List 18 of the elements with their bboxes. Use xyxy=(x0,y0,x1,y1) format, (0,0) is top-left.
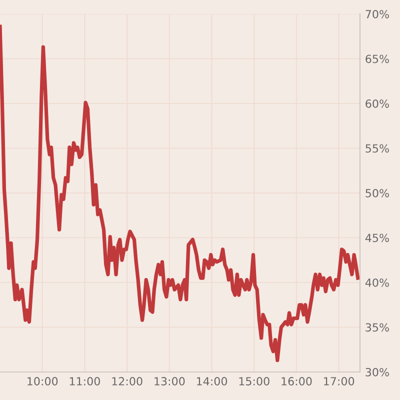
y-tick-label: 70% xyxy=(366,10,389,18)
x-tick-label: 13:00 xyxy=(154,377,185,386)
x-tick-label: 15:00 xyxy=(239,377,270,386)
x-tick-label: 17:00 xyxy=(324,377,354,386)
x-tick-label: 16:00 xyxy=(282,377,312,386)
y-tick-label: 50% xyxy=(366,188,389,198)
y-tick-label: 60% xyxy=(366,99,389,108)
y-tick-label: 45% xyxy=(365,234,389,242)
y-tick-label: 35% xyxy=(366,323,389,332)
y-tick-label: 40% xyxy=(365,278,389,287)
x-tick-label: 11:00 xyxy=(70,377,100,386)
line-series xyxy=(0,24,360,362)
x-tick-label: 10:00 xyxy=(28,377,58,386)
y-tick-label: 65% xyxy=(366,54,389,64)
y-tick-label: 30% xyxy=(366,368,389,376)
x-tick-label: 12:00 xyxy=(112,377,142,386)
x-tick-label: 14:00 xyxy=(196,377,228,386)
y-tick-label: 55% xyxy=(366,144,389,153)
